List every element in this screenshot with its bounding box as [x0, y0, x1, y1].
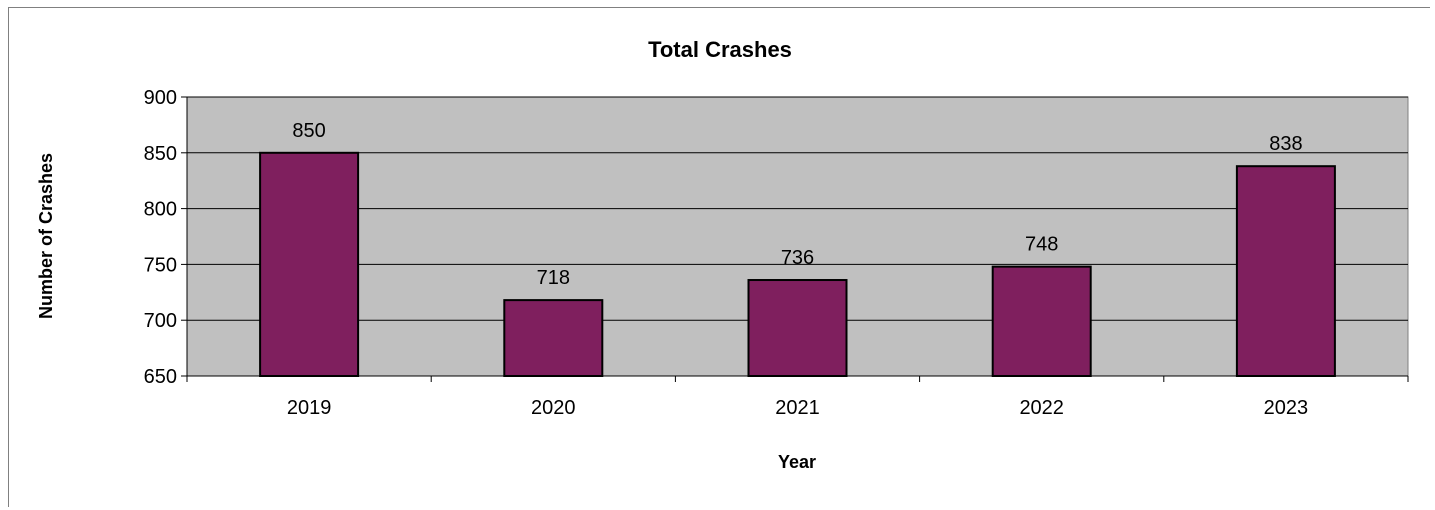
- y-tick-label: 800: [144, 199, 177, 221]
- y-tick-label: 750: [144, 254, 177, 276]
- data-label-2020: 718: [537, 267, 570, 289]
- y-tick-label: 850: [144, 143, 177, 165]
- data-label-2021: 736: [781, 247, 814, 269]
- data-label-2023: 838: [1269, 133, 1302, 155]
- y-tick-label: 900: [144, 87, 177, 109]
- x-tick-label-2019: 2019: [287, 397, 332, 419]
- bar-2021: [747, 279, 848, 377]
- bar-2019: [259, 151, 360, 377]
- y-axis-label: Number of Crashes: [36, 153, 56, 319]
- x-axis-label: Year: [778, 452, 816, 472]
- chart-frame: [8, 7, 1430, 507]
- data-label-2019: 850: [292, 120, 325, 142]
- y-tick-label: 650: [144, 366, 177, 388]
- axes: [181, 96, 1409, 382]
- bar-2022: [991, 265, 1092, 377]
- labels: 650 700 750 800 850 900 850 2019 718 2020 736 2021 7…: [144, 87, 1309, 419]
- y-tick-label: 700: [144, 310, 177, 332]
- x-tick-label-2022: 2022: [1019, 397, 1064, 419]
- data-label-2022: 748: [1025, 234, 1058, 256]
- x-tick-label-2023: 2023: [1264, 397, 1309, 419]
- chart-title: Total Crashes: [648, 37, 792, 62]
- bar-2023: [1235, 165, 1336, 377]
- x-tick-label-2020: 2020: [531, 397, 576, 419]
- x-tick-label-2021: 2021: [775, 397, 820, 419]
- bar-2020: [503, 299, 604, 377]
